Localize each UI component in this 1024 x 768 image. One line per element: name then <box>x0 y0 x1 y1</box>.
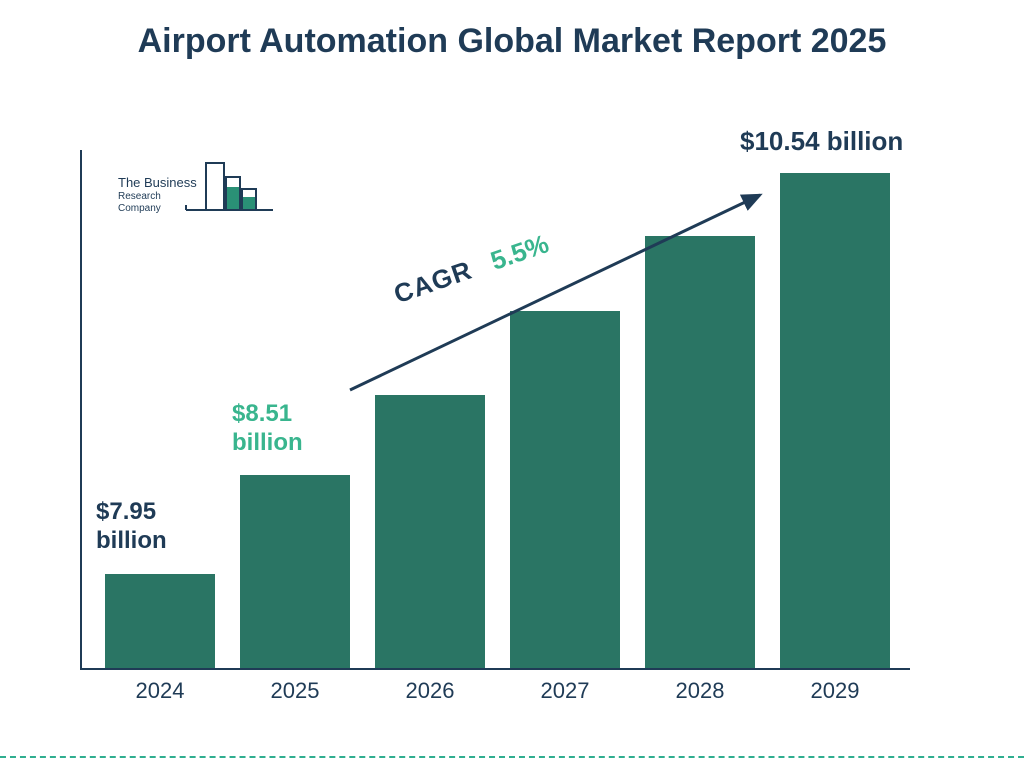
bottom-divider <box>0 756 1024 758</box>
growth-arrow <box>0 0 1024 768</box>
chart-page: Airport Automation Global Market Report … <box>0 0 1024 768</box>
